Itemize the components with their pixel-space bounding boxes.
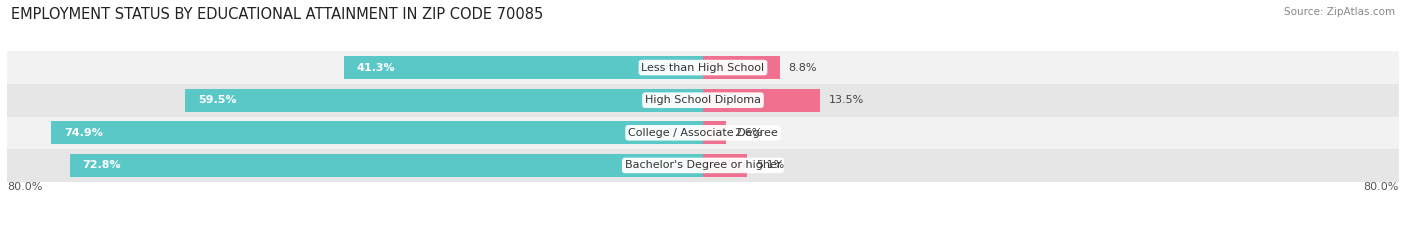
Text: Less than High School: Less than High School xyxy=(641,63,765,72)
Text: 80.0%: 80.0% xyxy=(1364,182,1399,192)
Text: 13.5%: 13.5% xyxy=(830,95,865,105)
Bar xyxy=(703,154,748,177)
Text: 59.5%: 59.5% xyxy=(198,95,238,105)
Bar xyxy=(703,56,779,79)
Text: 5.1%: 5.1% xyxy=(756,161,785,170)
Text: 74.9%: 74.9% xyxy=(65,128,103,138)
Text: 41.3%: 41.3% xyxy=(357,63,395,72)
Text: 72.8%: 72.8% xyxy=(83,161,121,170)
Text: Source: ZipAtlas.com: Source: ZipAtlas.com xyxy=(1284,7,1395,17)
Bar xyxy=(7,149,1399,182)
Bar xyxy=(7,84,1399,116)
Bar xyxy=(7,116,1399,149)
Text: 2.6%: 2.6% xyxy=(734,128,762,138)
Bar xyxy=(703,121,725,144)
Text: High School Diploma: High School Diploma xyxy=(645,95,761,105)
Bar xyxy=(70,154,703,177)
Text: College / Associate Degree: College / Associate Degree xyxy=(628,128,778,138)
Bar xyxy=(52,121,703,144)
Text: 8.8%: 8.8% xyxy=(789,63,817,72)
Text: Bachelor's Degree or higher: Bachelor's Degree or higher xyxy=(624,161,782,170)
Text: 80.0%: 80.0% xyxy=(7,182,42,192)
Bar xyxy=(7,51,1399,84)
Bar xyxy=(343,56,703,79)
Bar xyxy=(186,89,703,112)
Text: EMPLOYMENT STATUS BY EDUCATIONAL ATTAINMENT IN ZIP CODE 70085: EMPLOYMENT STATUS BY EDUCATIONAL ATTAINM… xyxy=(11,7,544,22)
Bar xyxy=(703,89,821,112)
